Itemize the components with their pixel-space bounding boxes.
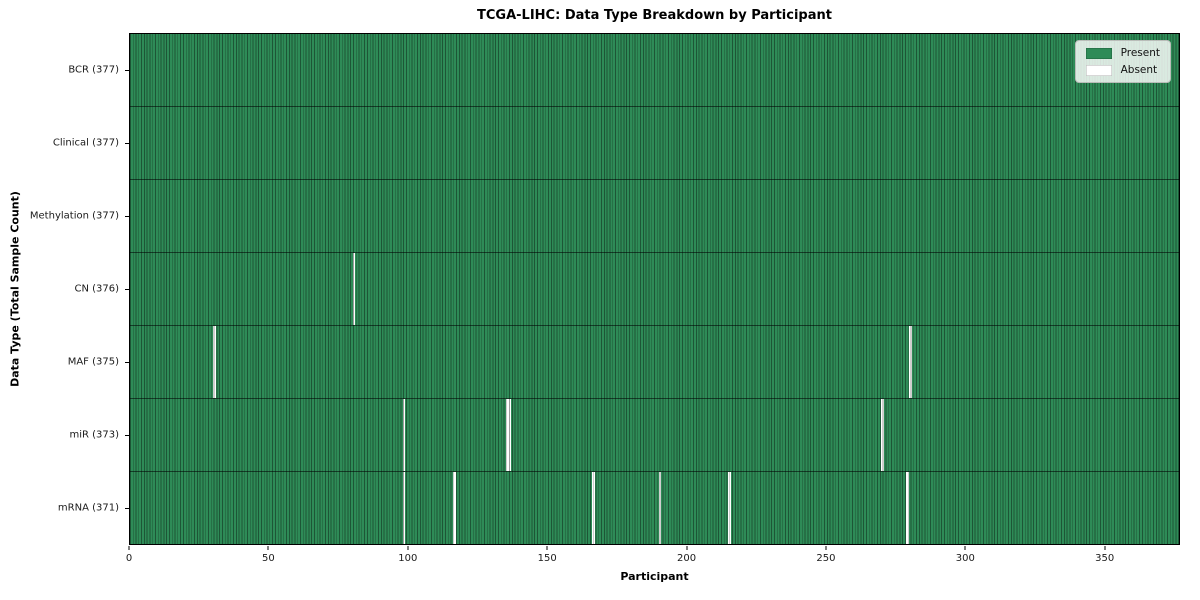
- absent-cell: [402, 472, 406, 544]
- xtick-label-150: 150: [537, 553, 557, 564]
- ytick-mark: [125, 215, 129, 217]
- heatmap-row-mir: [130, 398, 1179, 471]
- absent-cell: [452, 472, 456, 544]
- chart-title: TCGA-LIHC: Data Type Breakdown by Partic…: [477, 8, 832, 23]
- absent-cell: [591, 472, 595, 544]
- xtick-label-250: 250: [816, 553, 836, 564]
- absent-cell: [909, 326, 912, 398]
- ytick-label-bcr: BCR (377): [68, 64, 119, 76]
- heatmap-row-clinical: [130, 106, 1179, 179]
- ytick-mark: [125, 362, 129, 364]
- absent-cell: [505, 399, 509, 471]
- y-axis: BCR (377) Clinical (377) Methylation (377)…: [0, 33, 129, 545]
- xtick-mark: [964, 546, 966, 550]
- absent-cell: [728, 472, 732, 544]
- heatmap-row-maf: [130, 325, 1179, 398]
- legend-absent-label: Absent: [1120, 64, 1158, 76]
- legend-present-label: Present: [1120, 47, 1160, 59]
- legend-present-swatch: [1085, 47, 1112, 59]
- absent-cell: [881, 399, 885, 471]
- ytick-label-mir: miR (373): [69, 429, 119, 441]
- heatmap-rows: [130, 34, 1179, 544]
- x-axis: 0 50 100 150 200 250 300 350: [125, 545, 1180, 585]
- ytick-label-cn: CN (376): [74, 283, 119, 295]
- heatmap-row-methylation: [130, 179, 1179, 252]
- xtick-label-350: 350: [1095, 553, 1115, 564]
- legend-item-present: Present: [1085, 47, 1160, 59]
- legend: Present Absent: [1074, 40, 1171, 83]
- xtick-label-50: 50: [262, 553, 275, 564]
- xtick-label-100: 100: [398, 553, 418, 564]
- xtick-mark: [1104, 546, 1106, 550]
- heatmap-row-bcr: [130, 34, 1179, 106]
- absent-cell: [352, 253, 356, 325]
- xtick-mark: [128, 546, 130, 550]
- xtick-mark: [546, 546, 548, 550]
- heatmap-row-cn: [130, 252, 1179, 325]
- xtick-mark: [407, 546, 409, 550]
- x-axis-label: Participant: [620, 570, 689, 583]
- absent-cell: [508, 399, 512, 471]
- absent-cell: [658, 472, 662, 544]
- xtick-mark: [686, 546, 688, 550]
- legend-absent-swatch: [1085, 64, 1112, 76]
- ytick-mark: [125, 69, 129, 71]
- ytick-label-mrna: mRNA (371): [57, 502, 119, 514]
- ytick-label-maf: MAF (375): [67, 356, 119, 368]
- ytick-mark: [125, 508, 129, 510]
- plot-area: Present Absent: [129, 33, 1180, 545]
- legend-item-absent: Absent: [1085, 64, 1160, 76]
- absent-cell: [402, 399, 406, 471]
- heatmap-row-mrna: [130, 471, 1179, 544]
- xtick-mark: [825, 546, 827, 550]
- xtick-mark: [267, 546, 269, 550]
- xtick-label-200: 200: [677, 553, 697, 564]
- absent-cell: [213, 326, 217, 398]
- xtick-label-300: 300: [955, 553, 975, 564]
- ytick-mark: [125, 435, 129, 437]
- ytick-label-methylation: Methylation (377): [29, 210, 119, 222]
- ytick-label-clinical: Clinical (377): [52, 137, 119, 149]
- xtick-label-0: 0: [125, 553, 133, 564]
- ytick-mark: [125, 142, 129, 144]
- absent-cell: [906, 472, 910, 544]
- ytick-mark: [125, 289, 129, 290]
